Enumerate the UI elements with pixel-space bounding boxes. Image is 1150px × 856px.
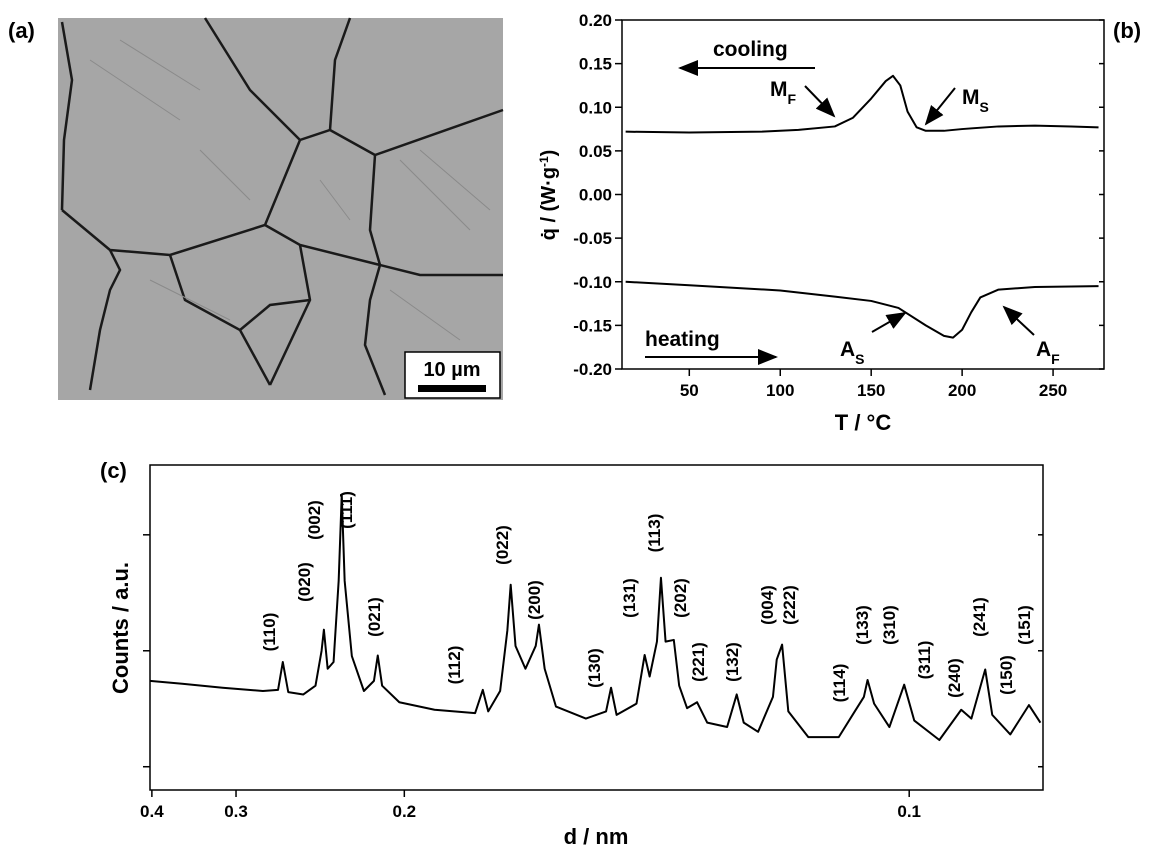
annotation-subscript: F xyxy=(1051,351,1060,367)
annotation-text: A xyxy=(840,338,855,361)
x-tick-label: 100 xyxy=(766,381,794,400)
x-tick-label: 150 xyxy=(857,381,885,400)
annotation-text: A xyxy=(1036,338,1051,361)
chart: 50 100 150 200 250 -0.20 -0.15 -0.10 -0.05 0.00 0.… xyxy=(537,11,1141,435)
y-axis-label-superscript: -1 xyxy=(537,156,551,167)
y-tick-label: -0.15 xyxy=(573,316,612,335)
panel-label: (b) xyxy=(1113,18,1141,43)
y-tick-label: -0.20 xyxy=(573,360,612,379)
x-tick-label: 200 xyxy=(948,381,976,400)
x-tick-label: 0.1 xyxy=(897,802,921,821)
y-axis-label-part: ) xyxy=(538,150,560,157)
y-tick-label: -0.05 xyxy=(573,229,612,248)
annotation-subscript: S xyxy=(855,351,864,367)
x-tick-label: 250 xyxy=(1039,381,1067,400)
scale-bar-label: 10 µm xyxy=(423,359,480,381)
annotation-subscript: F xyxy=(788,91,797,107)
annotation: cooling xyxy=(713,38,788,61)
y-tick-label: 0.15 xyxy=(579,55,612,74)
annotation: AF xyxy=(1036,338,1060,367)
annotation: heating xyxy=(645,328,720,351)
panel-label: (a) xyxy=(8,18,35,43)
peak-label: (021) xyxy=(365,597,384,637)
plot-frame xyxy=(149,464,1044,791)
y-axis-label-part: Counts / a.u. xyxy=(108,562,133,694)
peak-label: (221) xyxy=(689,642,708,682)
peak-label: (113) xyxy=(645,514,664,553)
annotation-text: cooling xyxy=(713,38,788,61)
annotation-text: M xyxy=(770,78,788,101)
annotation: AS xyxy=(840,338,865,367)
peak-label: (112) xyxy=(445,646,464,685)
peak-label: (241) xyxy=(970,597,989,637)
peak-label: (004) xyxy=(758,585,777,625)
panel-label: (c) xyxy=(100,458,127,483)
x-axis-label: d / nm xyxy=(564,824,629,849)
x-tick-label: 50 xyxy=(680,381,699,400)
annotation-text: heating xyxy=(645,328,720,351)
x-tick-label: 0.2 xyxy=(393,802,417,821)
y-tick-label: 0.00 xyxy=(579,186,612,205)
peak-label: (132) xyxy=(723,642,742,682)
peak-label: (131) xyxy=(620,578,639,618)
peak-label: (150) xyxy=(997,655,1016,695)
annotation: MS xyxy=(962,86,989,115)
annotation-subscript: S xyxy=(980,99,989,115)
peak-label: (200) xyxy=(525,580,544,620)
data-line xyxy=(149,493,1042,742)
annotation: MF xyxy=(770,78,797,107)
peak-label: (202) xyxy=(671,578,690,618)
peak-label: (002) xyxy=(305,500,324,540)
peak-label: (114) xyxy=(830,664,849,703)
chart: 0.4 0.3 0.2 0.1 (c) d / nm Counts / a.u. (110) (… xyxy=(100,458,1044,849)
peak-label: (311) xyxy=(915,641,934,680)
y-tick-label: 0.10 xyxy=(579,98,612,117)
peak-label: (022) xyxy=(493,525,512,565)
y-axis-label-part: q̇ / (W·g xyxy=(538,167,560,240)
x-tick-label: 0.3 xyxy=(224,802,248,821)
peak-label: (310) xyxy=(880,605,899,645)
peak-label: (110) xyxy=(260,613,279,652)
peak-label: (133) xyxy=(853,605,872,645)
micrograph xyxy=(58,17,504,400)
annotation-text: M xyxy=(962,86,980,109)
x-tick-label: 0.4 xyxy=(140,802,164,821)
y-tick-label: 0.20 xyxy=(579,11,612,30)
peak-label: (130) xyxy=(585,648,604,688)
peak-label: (222) xyxy=(780,585,799,625)
peak-label: (151) xyxy=(1015,605,1034,645)
peak-label: (240) xyxy=(945,658,964,698)
y-tick-label: -0.10 xyxy=(573,273,612,292)
data-line xyxy=(625,74,1099,134)
x-axis-label: T / °C xyxy=(835,410,892,435)
annotation-arrows xyxy=(645,60,1035,365)
y-axis-label: Counts / a.u. xyxy=(108,562,133,694)
peak-label: (020) xyxy=(295,562,314,602)
y-axis-label: q̇ / (W·g-1) xyxy=(537,150,560,241)
y-tick-label: 0.05 xyxy=(579,142,612,161)
data-line xyxy=(625,280,1099,339)
